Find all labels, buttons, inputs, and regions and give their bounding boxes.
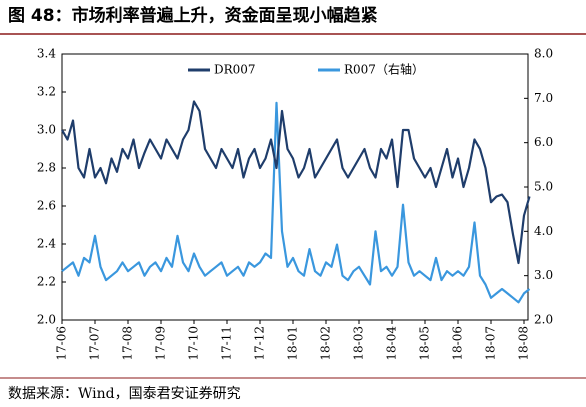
- x-tick-label: 18-06: [451, 326, 465, 361]
- x-tick-label: 18-04: [385, 326, 399, 361]
- y2-tick-label: 5.0: [534, 180, 553, 194]
- y-tick-label: 2.8: [37, 161, 56, 175]
- x-tick-label: 18-08: [517, 326, 531, 361]
- y-tick-label: 3.4: [37, 47, 56, 61]
- y2-tick-label: 6.0: [534, 135, 553, 149]
- series-line: [61, 100, 531, 265]
- y-tick-label: 2.4: [37, 237, 56, 251]
- y2-tick-label: 2.0: [534, 313, 553, 327]
- x-tick-label: 18-01: [286, 326, 300, 361]
- x-tick-label: 18-03: [352, 326, 366, 361]
- y-tick-label: 3.0: [37, 123, 56, 137]
- y-tick-label: 2.2: [37, 275, 56, 289]
- x-tick-label: 17-06: [55, 326, 69, 361]
- y2-tick-label: 4.0: [534, 224, 553, 238]
- x-tick-label: 17-11: [220, 326, 234, 361]
- source: 数据来源：Wind，国泰君安证券研究: [8, 386, 241, 402]
- y2-tick-label: 7.0: [534, 91, 553, 105]
- x-tick-label: 17-12: [253, 326, 267, 361]
- x-tick-label: 17-10: [187, 326, 201, 361]
- y2-tick-label: 3.0: [534, 268, 553, 282]
- x-tick-label: 17-07: [88, 326, 102, 361]
- chart-title: 图 48：市场利率普遍上升，资金面呈现小幅趋紧: [8, 5, 378, 26]
- plot-frame: [61, 53, 529, 321]
- y-tick-label: 3.2: [37, 85, 56, 99]
- series-line: [61, 101, 531, 304]
- x-tick-label: 18-07: [484, 326, 498, 361]
- x-tick-label: 18-05: [418, 326, 432, 361]
- y-tick-label: 2.0: [37, 313, 56, 327]
- x-tick-label: 18-02: [319, 326, 333, 361]
- x-tick-label: 17-09: [154, 326, 168, 361]
- y2-tick-label: 8.0: [534, 47, 553, 61]
- legend-label: DR007: [214, 63, 256, 77]
- y-tick-label: 2.6: [37, 199, 56, 213]
- legend-label: R007（右轴）: [344, 62, 424, 77]
- x-tick-label: 17-08: [121, 326, 135, 361]
